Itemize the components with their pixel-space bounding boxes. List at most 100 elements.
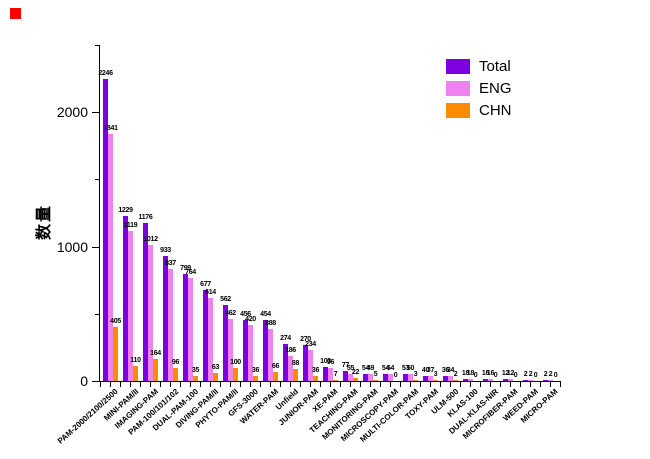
bar-value-label: 562 — [220, 296, 231, 303]
bar-chn — [413, 380, 418, 381]
bar-value-label: 614 — [205, 289, 216, 296]
bar-total — [243, 320, 248, 381]
legend-item-total: Total — [446, 55, 512, 77]
bar-total — [163, 256, 168, 381]
bar-eng — [268, 329, 273, 381]
bar-eng — [288, 356, 293, 381]
bar-eng — [328, 368, 333, 381]
bar-eng — [188, 278, 193, 381]
x-tick — [330, 382, 331, 387]
bar-value-label: 16 — [486, 370, 495, 377]
bar-value-label: 454 — [260, 311, 271, 318]
bar-chn — [113, 327, 118, 381]
bar-value-label: 36 — [251, 367, 260, 374]
bar-total — [103, 79, 108, 381]
bar-total — [323, 367, 328, 381]
x-tick — [390, 382, 391, 387]
bar-eng — [548, 380, 553, 381]
x-tick — [180, 382, 181, 387]
bar-value-label: 933 — [160, 247, 171, 254]
y-tick-label: 2000 — [56, 104, 88, 121]
bar-eng — [348, 374, 353, 381]
y-axis-title: 数量 — [36, 203, 53, 240]
bar-value-label: 37 — [426, 367, 435, 374]
bar-value-label: 2 — [528, 371, 533, 378]
x-tick — [410, 382, 411, 387]
bar-value-label: 40 — [421, 367, 430, 374]
y-tick-label: 0 — [80, 373, 88, 389]
x-tick — [500, 382, 501, 387]
bar-total — [343, 371, 348, 381]
x-tick — [110, 382, 111, 387]
x-tick — [480, 382, 481, 387]
x-tick — [490, 382, 491, 387]
bar-chn — [453, 380, 458, 381]
bar-eng — [368, 374, 373, 381]
x-tick — [440, 382, 441, 387]
x-tick — [160, 382, 161, 387]
bar-value-label: 35 — [191, 367, 200, 374]
x-tick — [230, 382, 231, 387]
y-axis — [99, 45, 100, 382]
bar-value-label: 456 — [240, 311, 251, 318]
bar-value-label: 1841 — [103, 125, 118, 132]
y-tick — [92, 246, 99, 248]
bar-eng — [208, 298, 213, 381]
x-tick — [350, 382, 351, 387]
bar-chn — [133, 366, 138, 381]
x-tick — [540, 382, 541, 387]
bar-value-label: 0 — [533, 372, 538, 379]
bar-value-label: 54 — [361, 365, 370, 372]
x-tick — [560, 382, 561, 387]
bar-total — [503, 379, 508, 381]
bar-eng — [448, 376, 453, 381]
bar-value-label: 55 — [346, 365, 355, 372]
bar-total — [203, 290, 208, 381]
x-tick — [260, 382, 261, 387]
bar-value-label: 0 — [513, 372, 518, 379]
bar-value-label: 186 — [285, 347, 296, 354]
bar-total — [283, 344, 288, 381]
x-tick — [310, 382, 311, 387]
bar-value-label: 18 — [461, 370, 470, 377]
bar-value-label: 88 — [291, 360, 300, 367]
x-tick — [250, 382, 251, 387]
bar-value-label: 837 — [165, 260, 176, 267]
bar-value-label: 270 — [300, 336, 311, 343]
bar-value-label: 1176 — [138, 214, 153, 221]
legend-item-eng: ENG — [446, 77, 512, 99]
bar-value-label: 54 — [386, 365, 395, 372]
bar-value-label: 77 — [341, 362, 350, 369]
bar-value-label: 53 — [401, 365, 410, 372]
bar-chn — [213, 373, 218, 381]
bar-value-label: 3 — [413, 371, 418, 378]
selection-handle[interactable] — [10, 8, 21, 19]
bar-value-label: 54 — [381, 365, 390, 372]
x-tick — [340, 382, 341, 387]
bar-value-label: 1229 — [118, 207, 133, 214]
bar-value-label: 36 — [441, 367, 450, 374]
bar-value-label: 677 — [200, 281, 211, 288]
legend-swatch-total — [446, 58, 470, 74]
bar-value-label: 7 — [333, 371, 338, 378]
bar-eng — [148, 245, 153, 381]
x-tick — [550, 382, 551, 387]
bar-eng — [388, 374, 393, 381]
bar-value-label: 0 — [473, 372, 478, 379]
bar-value-label: 110 — [130, 357, 141, 364]
bar-chn — [333, 380, 338, 381]
x-tick — [140, 382, 141, 387]
x-tick — [520, 382, 521, 387]
y-tick — [92, 381, 99, 382]
bar-value-label: 405 — [110, 318, 121, 325]
legend[interactable]: Total ENG CHN — [446, 55, 512, 121]
bar-eng — [168, 269, 173, 381]
bar-total — [463, 379, 468, 381]
bar-value-label: 18 — [466, 370, 475, 377]
bar-chn — [373, 380, 378, 381]
x-axis — [99, 381, 561, 382]
bar-value-label: 462 — [225, 310, 236, 317]
bar-value-label: 164 — [150, 350, 161, 357]
x-tick — [320, 382, 321, 387]
